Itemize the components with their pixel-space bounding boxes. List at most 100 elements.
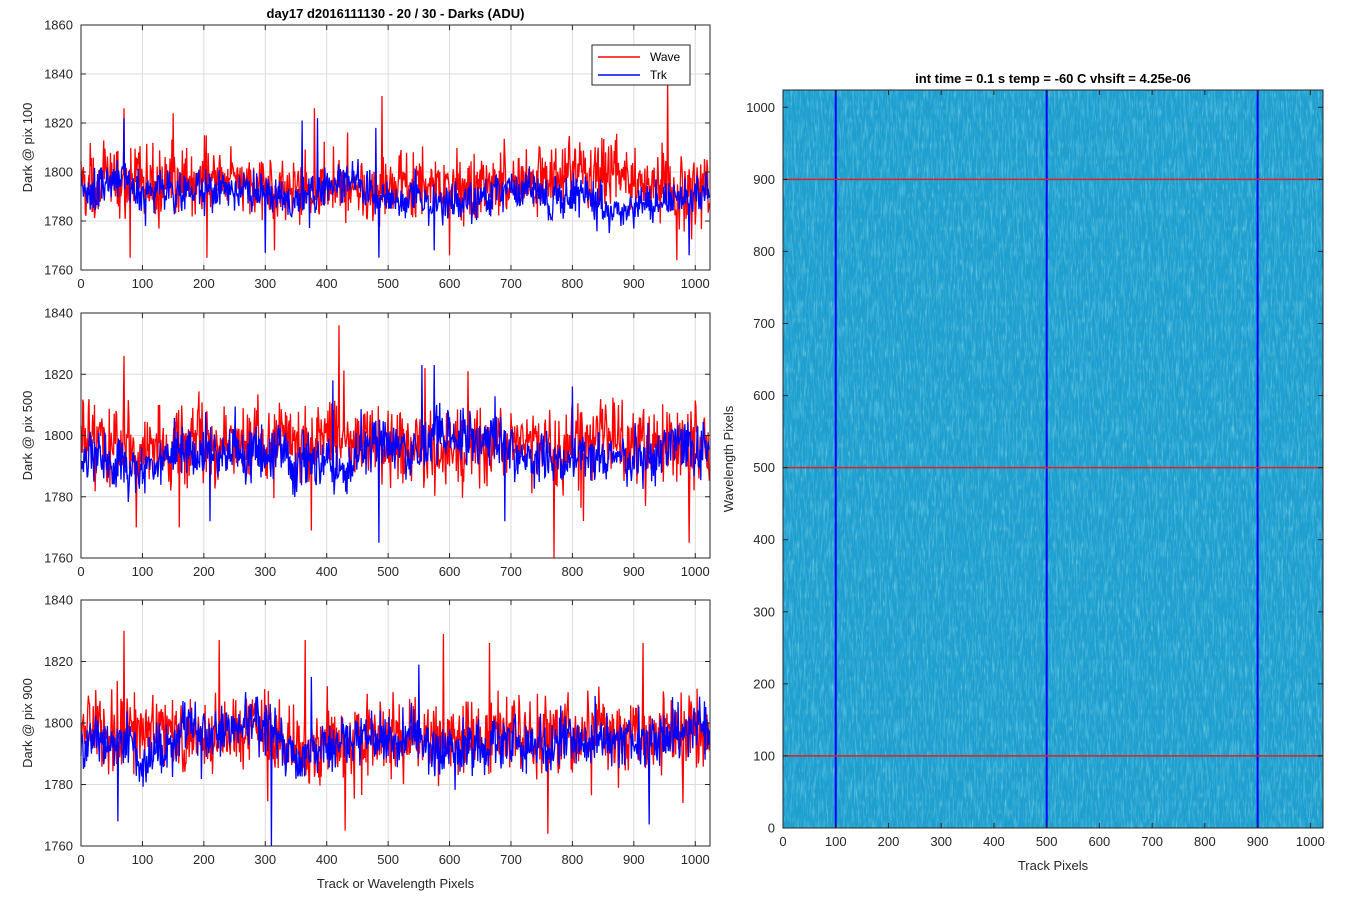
x-tick-label: 1000 [681, 852, 710, 867]
x-tick-label: 700 [500, 852, 522, 867]
grid [80, 24, 710, 271]
x-tick-label: 300 [254, 276, 276, 291]
x-tick-label: 700 [500, 564, 522, 579]
y-tick-label: 0 [768, 821, 775, 836]
x-tick-label: 800 [1194, 834, 1216, 849]
x-tick-label: 0 [77, 852, 84, 867]
x-tick-label: 200 [193, 276, 215, 291]
x-tick-label: 500 [377, 564, 399, 579]
x-tick-label: 600 [439, 564, 461, 579]
y-tick-label: 1820 [44, 116, 73, 131]
y-tick-label: 400 [753, 532, 775, 547]
y-tick-label: 1800 [44, 428, 73, 443]
x-axis-label: Track or Wavelength Pixels [317, 876, 475, 891]
image-title: int time = 0.1 s temp = -60 C vhsift = 4… [915, 71, 1191, 86]
y-tick-label: 1800 [44, 165, 73, 180]
series-group [80, 325, 711, 559]
y-tick-label: 1820 [44, 654, 73, 669]
plot-dark-pix-100: 0 100 200 300 400 500 600 700 800 900 1000 1760 1780… [20, 6, 711, 291]
x-tick-label: 0 [77, 276, 84, 291]
x-tick-label: 900 [1247, 834, 1269, 849]
x-axis-label: Track Pixels [1018, 858, 1089, 873]
x-tick-label: 700 [1141, 834, 1163, 849]
image-speckle [783, 90, 1323, 828]
y-tick-label: 500 [753, 460, 775, 475]
x-tick-label: 400 [316, 276, 338, 291]
y-tick-label: 1840 [44, 306, 73, 321]
image-panel: 0 100 200 300 400 500 600 700 800 900 1000 0 100 200 3… [721, 71, 1325, 873]
y-tick-label: 100 [753, 748, 775, 763]
x-tick-label: 500 [1036, 834, 1058, 849]
y-tick-label: 1780 [44, 777, 73, 792]
x-tick-label: 1000 [681, 564, 710, 579]
x-tick-label: 200 [193, 852, 215, 867]
axes-box [80, 24, 711, 271]
y-tick-label: 1000 [746, 100, 775, 115]
x-tick-label: 1000 [681, 276, 710, 291]
series-group [80, 630, 711, 847]
plot-dark-pix-900: 0 100 200 300 400 500 600 700 800 900 1000 1760 1780… [20, 593, 711, 891]
y-tick-label: 1780 [44, 489, 73, 504]
x-tick-label: 900 [623, 564, 645, 579]
ticks: 0 100 200 300 400 500 600 700 800 900 1000 1760 1780… [44, 306, 710, 579]
x-tick-label: 700 [500, 276, 522, 291]
plot-dark-pix-500: 0 100 200 300 400 500 600 700 800 900 1000 1760 1780… [20, 306, 711, 579]
legend-trk-label: Trk [650, 68, 668, 82]
x-tick-label: 0 [77, 564, 84, 579]
y-tick-label: 1840 [44, 67, 73, 82]
x-tick-label: 300 [254, 852, 276, 867]
x-tick-label: 900 [623, 276, 645, 291]
y-tick-label: 1760 [44, 839, 73, 854]
axes-box [782, 89, 1324, 829]
y-axis-label: Dark @ pix 500 [20, 391, 35, 481]
y-tick-label: 700 [753, 316, 775, 331]
series-trk-line [80, 118, 711, 258]
ticks: 0 100 200 300 400 500 600 700 800 900 1000 1760 1780… [44, 593, 710, 867]
y-axis-label: Dark @ pix 100 [20, 103, 35, 193]
y-tick-label: 1760 [44, 263, 73, 278]
x-tick-label: 900 [623, 852, 645, 867]
y-tick-label: 600 [753, 388, 775, 403]
x-tick-label: 200 [878, 834, 900, 849]
x-tick-label: 100 [132, 852, 154, 867]
x-tick-label: 100 [825, 834, 847, 849]
ticks: 0 100 200 300 400 500 600 700 800 900 1000 1760 1780… [44, 18, 710, 291]
y-tick-label: 1840 [44, 593, 73, 608]
x-tick-label: 100 [132, 564, 154, 579]
x-tick-label: 1000 [1296, 834, 1325, 849]
y-tick-label: 900 [753, 172, 775, 187]
x-tick-label: 300 [254, 564, 276, 579]
x-tick-label: 400 [316, 564, 338, 579]
y-tick-label: 1800 [44, 716, 73, 731]
x-tick-label: 800 [562, 852, 584, 867]
x-tick-label: 500 [377, 276, 399, 291]
x-tick-label: 400 [983, 834, 1005, 849]
series-group [80, 81, 711, 261]
series-trk-line [80, 664, 711, 847]
legend-box [591, 44, 691, 86]
x-tick-label: 0 [779, 834, 786, 849]
legend: Wave Trk [591, 44, 691, 86]
x-tick-label: 500 [377, 852, 399, 867]
x-tick-label: 800 [562, 276, 584, 291]
x-tick-label: 800 [562, 564, 584, 579]
x-tick-label: 300 [930, 834, 952, 849]
x-tick-label: 600 [1089, 834, 1111, 849]
y-tick-label: 1760 [44, 551, 73, 566]
y-tick-label: 1860 [44, 18, 73, 33]
legend-wave-label: Wave [650, 50, 681, 64]
x-tick-label: 600 [439, 852, 461, 867]
ticks: 0 100 200 300 400 500 600 700 800 900 1000 0 100 200 3… [746, 90, 1325, 849]
y-tick-label: 300 [753, 604, 775, 619]
x-tick-label: 600 [439, 276, 461, 291]
chart-title: day17 d2016111130 - 20 / 30 - Darks (ADU… [267, 6, 525, 21]
x-tick-label: 200 [193, 564, 215, 579]
y-axis-label: Wavelength Pixels [721, 405, 736, 512]
y-tick-label: 1780 [44, 214, 73, 229]
y-tick-label: 800 [753, 244, 775, 259]
y-tick-label: 1820 [44, 367, 73, 382]
x-tick-label: 100 [132, 276, 154, 291]
overlay-lines [783, 90, 1323, 828]
y-tick-label: 200 [753, 676, 775, 691]
